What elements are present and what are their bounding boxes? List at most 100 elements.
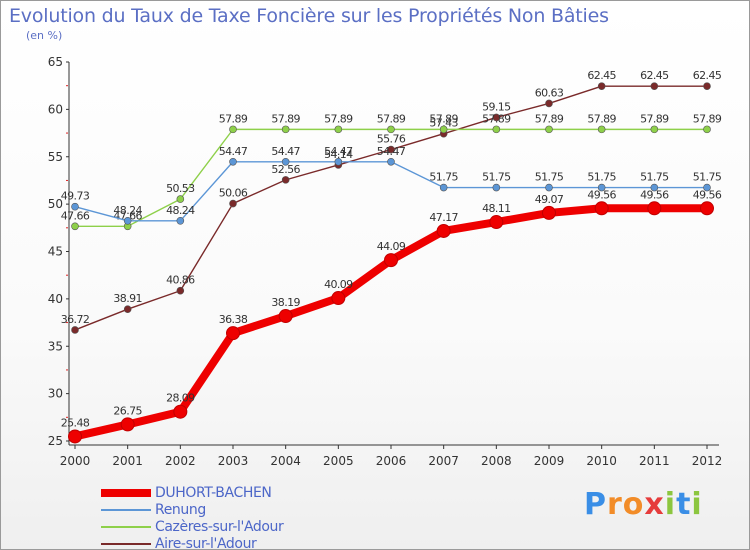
legend-label: Cazères-sur-l'Adour	[155, 519, 284, 535]
data-point	[229, 199, 237, 208]
x-tick-label: 2010	[586, 454, 617, 468]
data-point	[281, 176, 290, 184]
data-point	[71, 326, 79, 334]
legend-label: Aire-sur-l'Adour	[155, 536, 257, 550]
x-tick-label: 2002	[165, 454, 196, 468]
data-point	[68, 429, 82, 444]
data-point	[229, 125, 237, 134]
y-tick-label: 30	[48, 387, 63, 401]
brand-letter: t	[676, 487, 692, 522]
data-point	[176, 217, 185, 225]
data-label: 57.89	[693, 112, 722, 125]
x-tick-label: 2000	[60, 454, 91, 468]
brand-letter: i	[691, 487, 703, 522]
data-point	[545, 99, 553, 108]
data-label: 54.47	[219, 145, 248, 158]
data-point	[226, 326, 240, 341]
data-label: 48.24	[166, 204, 195, 217]
x-tick-label: 2004	[270, 454, 301, 468]
data-label: 48.24	[113, 204, 142, 217]
brand-letter: x	[644, 487, 665, 522]
legend-swatch	[101, 509, 151, 511]
data-point	[436, 223, 451, 238]
y-tick-label: 40	[48, 292, 63, 306]
y-tick-label: 65	[48, 55, 63, 69]
data-label: 54.47	[271, 145, 300, 158]
data-point	[489, 215, 504, 230]
data-point	[123, 305, 132, 314]
y-tick-label: 50	[48, 197, 63, 211]
x-tick-label: 2012	[692, 454, 723, 468]
data-point	[439, 183, 448, 192]
data-label: 57.43	[429, 117, 458, 130]
data-label: 36.72	[61, 313, 90, 326]
data-label: 50.06	[219, 187, 248, 200]
data-point	[71, 202, 79, 211]
data-label: 49.56	[640, 188, 669, 201]
data-point	[597, 183, 606, 192]
data-label: 47.17	[429, 211, 458, 224]
data-label: 26.75	[113, 404, 142, 417]
data-label: 59.15	[482, 100, 511, 113]
data-point	[334, 157, 343, 166]
data-label: 57.89	[587, 112, 616, 125]
data-point	[123, 217, 132, 225]
brand-letter: o	[622, 487, 645, 522]
legend-label: Renung	[155, 502, 206, 518]
data-label: 57.89	[377, 112, 406, 125]
data-point	[334, 125, 343, 134]
data-label: 25.48	[61, 416, 90, 429]
brand-logo: Proxiti	[584, 487, 703, 522]
data-point	[173, 404, 188, 419]
data-point	[492, 113, 501, 122]
data-label: 57.89	[535, 112, 564, 125]
data-point	[439, 125, 448, 134]
data-point	[229, 157, 237, 166]
data-label: 49.07	[535, 193, 564, 206]
data-label: 51.75	[693, 171, 722, 184]
data-point	[597, 125, 606, 134]
x-tick-label: 2008	[481, 454, 512, 468]
data-label: 62.45	[587, 69, 616, 82]
data-label: 54.14	[324, 148, 353, 161]
data-label: 57.89	[640, 112, 669, 125]
data-label: 60.63	[535, 86, 564, 99]
data-label: 55.76	[377, 133, 406, 146]
y-tick-label: 35	[48, 339, 63, 353]
data-label: 57.89	[482, 112, 511, 125]
data-label: 51.75	[429, 171, 458, 184]
y-tick-label: 25	[48, 434, 63, 448]
legend-swatch	[101, 489, 151, 497]
data-point	[597, 82, 606, 90]
data-point	[650, 125, 659, 134]
data-label: 54.47	[324, 145, 353, 158]
data-label: 44.09	[377, 240, 406, 253]
x-tick-label: 2006	[376, 454, 407, 468]
data-label: 57.89	[271, 112, 300, 125]
chart-title: Evolution du Taux de Taxe Foncière sur l…	[9, 5, 609, 27]
data-label: 50.53	[166, 182, 195, 195]
x-tick-label: 2001	[112, 454, 143, 468]
data-label: 57.89	[219, 112, 248, 125]
data-point	[278, 309, 293, 324]
data-label: 36.38	[219, 313, 248, 326]
data-label: 54.47	[377, 145, 406, 158]
data-label: 57.89	[429, 112, 458, 125]
y-tick-label: 60	[48, 102, 63, 116]
data-point	[387, 145, 395, 154]
legend-label: DUHORT-BACHEN	[155, 485, 272, 501]
data-label: 38.91	[113, 292, 142, 305]
data-point	[650, 183, 659, 192]
data-point	[387, 157, 395, 166]
data-label: 49.56	[587, 188, 616, 201]
data-label: 48.11	[482, 202, 511, 215]
data-point	[647, 201, 662, 216]
y-axis-unit-label: (en %)	[26, 29, 63, 42]
x-tick-label: 2005	[323, 454, 354, 468]
data-label: 51.75	[640, 171, 669, 184]
data-label: 51.75	[587, 171, 616, 184]
data-point	[176, 195, 185, 203]
data-label: 57.89	[324, 112, 353, 125]
data-point	[594, 201, 609, 216]
x-tick-label: 2007	[428, 454, 459, 468]
